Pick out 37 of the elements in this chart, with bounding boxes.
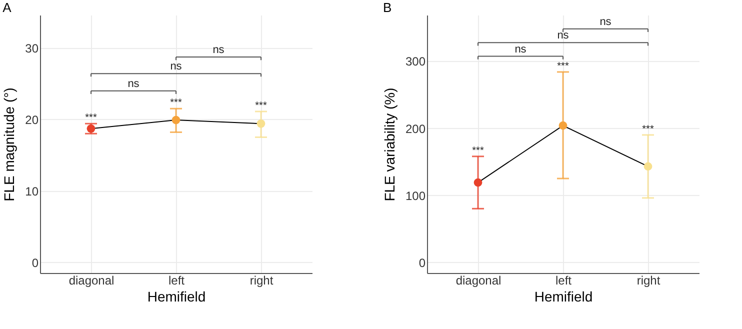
annotation: *** <box>557 60 569 72</box>
y-axis-title: FLE magnitude (°) <box>1 88 18 202</box>
x-tick-label: right <box>250 274 274 288</box>
x-tick-label: left <box>555 274 572 288</box>
y-tick-label: 30 <box>25 41 39 56</box>
y-tick-label: 300 <box>405 54 426 69</box>
x-tick-label: diagonal <box>456 274 502 288</box>
point <box>644 162 652 171</box>
annotation: *** <box>472 145 484 156</box>
point <box>474 178 482 187</box>
annotation: ns <box>170 60 182 73</box>
y-tick-label: 20 <box>25 112 39 127</box>
chart-title: A <box>2 0 12 15</box>
point <box>558 121 568 130</box>
y-axis-title: FLE variability (%) <box>381 88 398 202</box>
annotation: *** <box>85 112 97 124</box>
point <box>256 119 266 128</box>
annotation: *** <box>170 98 182 109</box>
annotation: ns <box>557 30 570 42</box>
x-tick-label: left <box>168 274 186 288</box>
y-tick-label: 100 <box>405 188 426 203</box>
annotation: *** <box>642 124 654 135</box>
point <box>172 116 180 124</box>
x-axis-title: Hemifield <box>147 288 206 304</box>
y-tick-label: 0 <box>32 256 39 270</box>
x-tick-label: right <box>636 274 661 288</box>
annotation: ns <box>212 44 225 56</box>
x-tick-label: diagonal <box>68 274 114 288</box>
y-tick-label: 0 <box>418 256 426 270</box>
y-tick-label: 200 <box>405 122 426 136</box>
annotation: ns <box>514 43 527 56</box>
annotation: ns <box>600 16 612 28</box>
annotation: ns <box>128 78 140 90</box>
annotation: *** <box>255 100 267 112</box>
y-tick-label: 10 <box>25 184 39 198</box>
x-axis-title: Hemifield <box>534 288 593 304</box>
chart-title: B <box>382 0 392 15</box>
